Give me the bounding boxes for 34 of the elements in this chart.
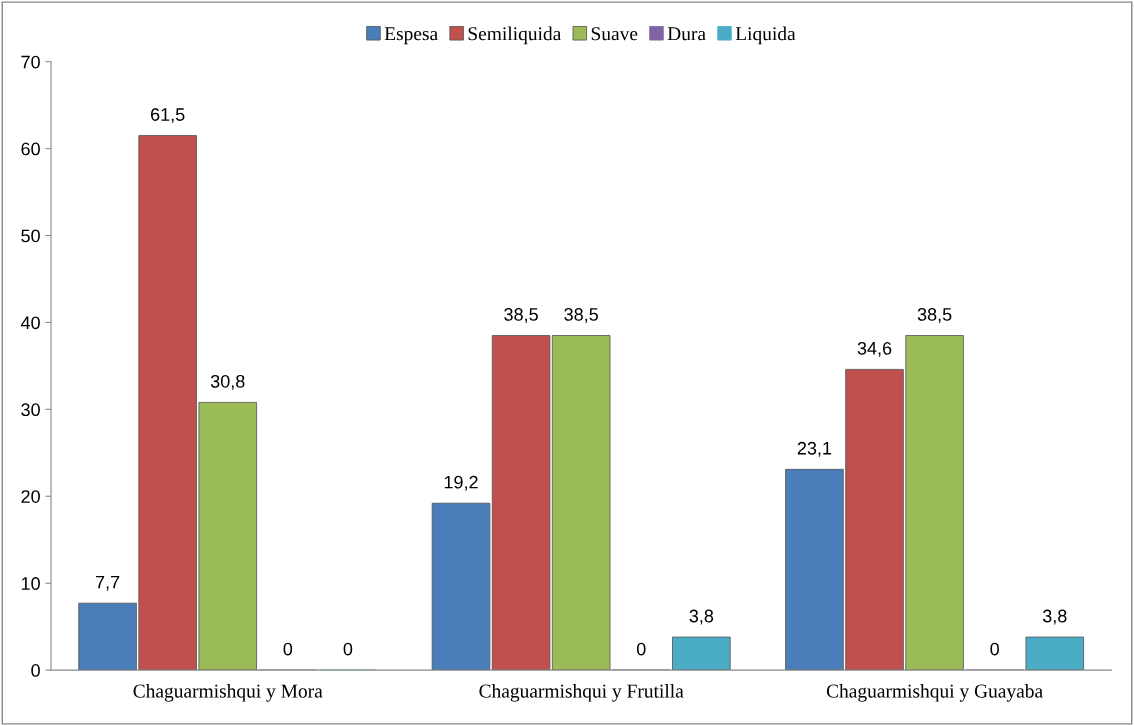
x-tick-label: Chaguarmishqui y Frutilla bbox=[479, 683, 684, 702]
data-label: 7,7 bbox=[95, 575, 120, 591]
legend-label: Dura bbox=[667, 27, 706, 41]
data-label: 34,6 bbox=[857, 341, 892, 357]
x-tick-label: Chaguarmishqui y Mora bbox=[133, 683, 323, 702]
y-tick-label: 20 bbox=[21, 490, 40, 503]
y-tick-label: 60 bbox=[21, 142, 40, 156]
data-label: 0 bbox=[990, 642, 999, 656]
data-label: 0 bbox=[636, 642, 646, 656]
y-tick-label: 30 bbox=[21, 403, 40, 417]
y-tick-label: 10 bbox=[21, 577, 40, 590]
y-tick-label: 0 bbox=[31, 664, 40, 677]
y-tick-label: 40 bbox=[20, 316, 40, 330]
legend-label: Suave bbox=[591, 27, 638, 41]
data-label: 0 bbox=[283, 642, 293, 656]
data-label: 38,5 bbox=[917, 308, 952, 323]
legend-label: Espesa bbox=[384, 27, 438, 45]
data-label: 3,8 bbox=[1042, 609, 1067, 625]
data-label: 30,8 bbox=[210, 374, 245, 390]
legend-label: Liquida bbox=[735, 26, 796, 45]
y-tick-label: 70 bbox=[21, 55, 40, 69]
legend-label: Semiliquida bbox=[468, 26, 562, 45]
bar bbox=[672, 636, 731, 671]
data-label: 38,5 bbox=[504, 308, 538, 323]
bar bbox=[431, 502, 491, 671]
data-label: 3,8 bbox=[689, 609, 714, 625]
data-label: 38,5 bbox=[564, 308, 598, 323]
data-label: 23,1 bbox=[797, 441, 832, 457]
bar bbox=[1025, 636, 1085, 671]
data-label: 61,5 bbox=[151, 108, 185, 124]
y-tick-label: 50 bbox=[21, 229, 40, 243]
x-tick-label: Chaguarmishqui y Guayaba bbox=[826, 683, 1043, 702]
data-label: 19,2 bbox=[444, 475, 478, 491]
data-label: 0 bbox=[343, 642, 353, 656]
